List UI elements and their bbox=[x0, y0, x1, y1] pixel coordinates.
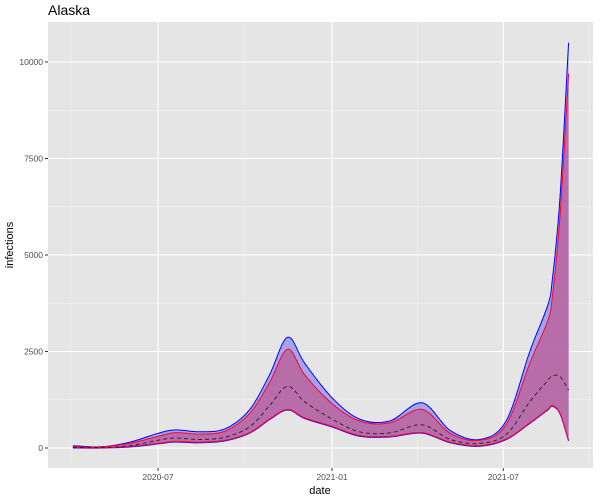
y-axis-title: infections bbox=[4, 221, 16, 268]
median-dashed-line bbox=[72, 374, 570, 449]
major-gridlines bbox=[48, 22, 593, 468]
chart-title: Alaska bbox=[48, 2, 90, 18]
x-tick-label: 2020-07 bbox=[142, 472, 173, 482]
red-band-area bbox=[72, 73, 569, 448]
red-lower-line bbox=[72, 404, 570, 449]
series-layer bbox=[72, 42, 570, 449]
x-axis-title: date bbox=[309, 485, 330, 497]
red-upper-line bbox=[72, 73, 570, 448]
blue-upper-line bbox=[72, 42, 570, 448]
y-tick-label: 2500 bbox=[24, 347, 43, 357]
minor-gridlines bbox=[48, 22, 593, 468]
y-tick-label: 0 bbox=[38, 443, 43, 453]
y-axis: 0 2500 5000 7500 10000 bbox=[19, 57, 48, 453]
x-tick-label: 2021-01 bbox=[316, 472, 347, 482]
x-tick-label: 2021-07 bbox=[488, 472, 519, 482]
y-tick-label: 10000 bbox=[19, 57, 43, 67]
x-axis: 2020-07 2021-01 2021-07 bbox=[142, 468, 519, 482]
y-tick-label: 7500 bbox=[24, 154, 43, 164]
y-tick-label: 5000 bbox=[24, 250, 43, 260]
